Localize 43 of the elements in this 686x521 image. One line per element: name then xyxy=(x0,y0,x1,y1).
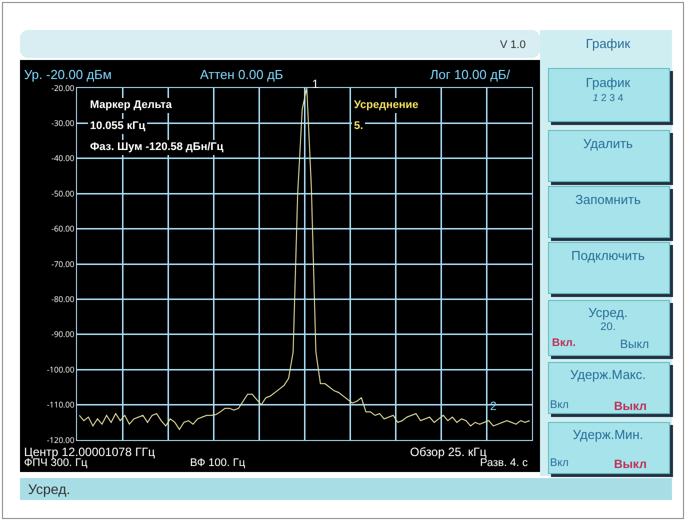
text: Аттен 0.00 дБ xyxy=(200,67,284,82)
y-tick-label: -70.00 xyxy=(51,258,75,270)
text: ФПЧ 300. Гц xyxy=(24,457,88,469)
text: График xyxy=(584,36,632,51)
text: Запомнить xyxy=(574,192,642,207)
text: Вкл. xyxy=(552,337,576,349)
text: V 1.0 xyxy=(500,39,526,51)
annotation: Маркер Дельта xyxy=(88,98,174,113)
y-tick-label: -40.00 xyxy=(51,153,75,164)
text: Удерж.Макс. xyxy=(569,367,647,382)
text: Выкл xyxy=(614,457,647,471)
text: Обзор 25. кГц xyxy=(410,445,487,459)
text: Ур. -20.00 дБм xyxy=(24,67,112,82)
text: Удалить xyxy=(582,136,634,151)
text: Усред. xyxy=(587,305,629,320)
y-tick-label: -120.00 xyxy=(46,434,75,446)
y-tick-label: -110.00 xyxy=(46,400,75,411)
text: Вкл xyxy=(550,457,569,469)
annotation: Фаз. Шум -120.58 дБн/Гц xyxy=(88,140,226,155)
text: Разв. 4. с xyxy=(480,457,528,469)
text: Выкл xyxy=(620,337,650,351)
text: Усред. xyxy=(28,481,70,497)
annotation: Усреднение xyxy=(352,98,420,113)
y-tick-label: -100.00 xyxy=(46,364,75,376)
line-series xyxy=(78,88,530,430)
text: График xyxy=(584,75,632,90)
text: Центр 12.00001078 ГГц xyxy=(24,445,155,459)
y-tick-label: -80.00 xyxy=(51,294,75,305)
text: 1 2 3 4 xyxy=(592,93,624,104)
text: Удерж.Мин. xyxy=(572,427,644,442)
annotation: 5. xyxy=(352,119,366,134)
text: 20. xyxy=(599,321,617,333)
text: Выкл xyxy=(614,399,647,413)
annotation: 10.055 кГц xyxy=(88,119,148,134)
text: Лог 10.00 дБ/ xyxy=(430,67,510,82)
y-tick-label: -50.00 xyxy=(51,188,75,200)
y-tick-label: -20.00 xyxy=(51,82,75,94)
y-tick-label: -60.00 xyxy=(51,224,75,235)
text: Вкл xyxy=(550,399,569,411)
y-tick-label: -30.00 xyxy=(51,118,75,129)
text: ВФ 100. Гц xyxy=(190,457,246,469)
y-tick-label: -90.00 xyxy=(51,329,75,340)
text: Подключить xyxy=(570,248,646,263)
